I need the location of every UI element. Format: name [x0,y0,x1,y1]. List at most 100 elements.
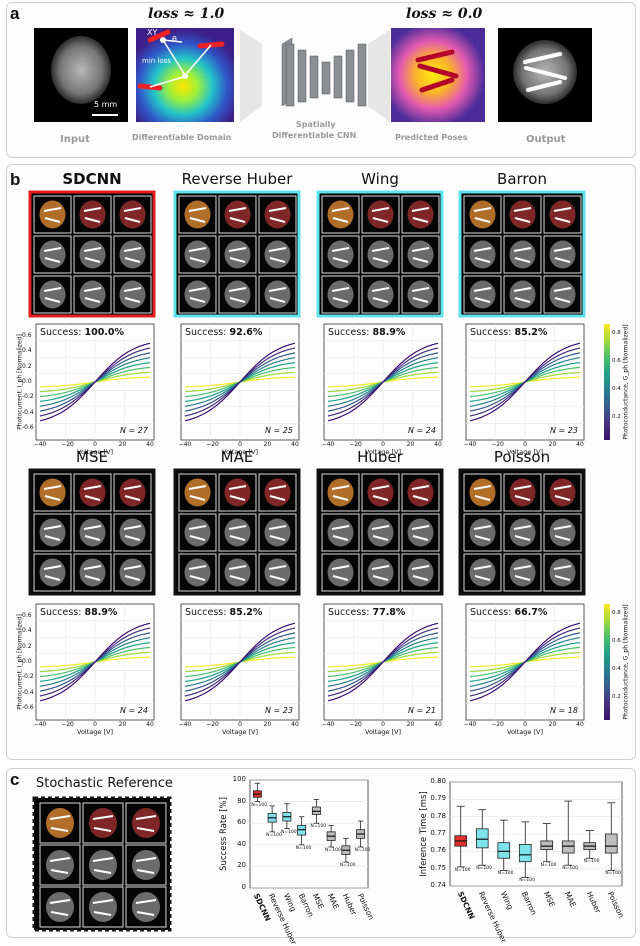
box [604,833,618,854]
x-tick-label: 20 [118,441,127,448]
success-label: Success: 77.8% [328,607,405,618]
method-title: MSE [76,448,108,466]
sample-crystal [46,808,74,838]
colorbar-tick: 0.8 [612,330,621,336]
n-label: N=100 [354,847,371,853]
pose-marks [513,287,532,303]
pose-marks [188,565,207,581]
x-tick-label: 20 [548,441,557,448]
y-tick-label: -0.6 [22,704,34,711]
box-plot-frame [249,779,369,889]
iv-curve [39,342,151,422]
colorbar-tick: 0.4 [612,666,621,672]
iv-curve [327,342,439,422]
x-tick-label: 20 [263,721,272,728]
x-tick-label: 0 [93,441,97,448]
sample-crystal [327,478,354,507]
sample-crystal [469,280,496,309]
sample-crystal [224,478,251,507]
sample-crystal [184,200,211,229]
sample-crystal [509,240,536,269]
success-value: 77.8% [372,607,406,618]
x-tick-label: 20 [406,441,415,448]
pose-marks [331,247,350,263]
success-value: 66.7% [514,607,548,618]
sample-crystal [264,240,291,269]
y-tick-label: -0.4 [22,408,34,416]
y-tick-label: 0.75 [430,863,446,872]
colorbar [604,604,610,720]
pose-marks [188,247,207,263]
pose-marks [83,247,102,263]
y-tick-label: 0.77 [430,829,446,837]
pose-marks [473,287,492,303]
success-prefix: Success: [40,327,85,338]
pose-marks [123,287,142,303]
sample-crystal [224,200,251,229]
x-tick-label: 0 [381,441,385,448]
pose-marks [331,485,350,501]
sample-crystal [184,240,211,269]
sample-crystal [184,558,211,587]
pose-marks [43,247,62,263]
x-tick-label: 40 [434,721,442,728]
y-tick-label: -0.6 [22,424,34,431]
iv-curve [39,622,151,702]
sample-crystal [119,478,146,507]
success-value: 100.0% [84,327,125,338]
sample-crystal [367,518,394,547]
x-tick-label: 0 [238,721,242,728]
n-count-label: N = 27 [120,426,148,435]
n-label: N=100 [497,871,514,877]
panel-a-label: a [10,4,20,23]
success-prefix: Success: [40,607,85,618]
success-prefix: Success: [328,607,373,618]
pose-marks [228,247,247,263]
sample-crystal [79,200,106,229]
x-tick-label: 20 [548,721,557,728]
y-tick-label: 0.74 [430,881,446,889]
sample-crystal [119,240,146,269]
n-label: N=100 [476,866,492,872]
sample-crystal [184,280,211,309]
y-tick-label: 100 [232,775,246,783]
success-prefix: Success: [470,327,515,338]
y-tick-label: 0.4 [22,627,32,635]
y-tick-label: 0.78 [430,811,446,820]
n-label: N=100 [540,862,557,868]
y-tick-label: 20 [237,861,246,870]
sample-crystal [407,280,434,309]
sample-crystal [89,850,117,880]
sample-crystal [509,200,536,229]
pose-marks [43,287,62,303]
x-axis-label: Voltage [V] [222,728,258,736]
x-tick-label: −20 [349,441,362,448]
colorbar [604,324,610,440]
pose-marks [92,857,114,874]
sample-crystal [327,240,354,269]
pose-marks [123,207,142,223]
pose-marks [371,287,390,303]
sample-crystal [119,558,146,587]
x-tick-label: 0 [381,721,385,728]
n-label: N=100 [605,871,621,877]
x-tick-label: 40 [291,441,299,448]
pose-marks [188,207,207,223]
caption-cnn-line1: Spatially [296,120,336,129]
sample-crystal [89,892,117,922]
pose-marks [553,287,572,303]
x-tick-label: 0 [523,441,527,448]
y-tick-label: 0.2 [22,362,32,370]
panel-b-label: b [10,170,21,189]
pose-marks [49,857,71,874]
sample-crystal [46,850,74,880]
x-tick-label: −40 [178,721,192,728]
success-prefix: Success: [185,607,230,618]
x-axis-label: Voltage [V] [365,448,401,456]
pose-marks [123,525,142,541]
y-tick-label: 0.80 [430,777,446,785]
y-tick-label: -0.2 [22,673,34,681]
pose-marks [268,207,287,223]
y-tick-label: 60 [237,818,246,827]
colorbar-tick: 0.2 [612,694,621,700]
